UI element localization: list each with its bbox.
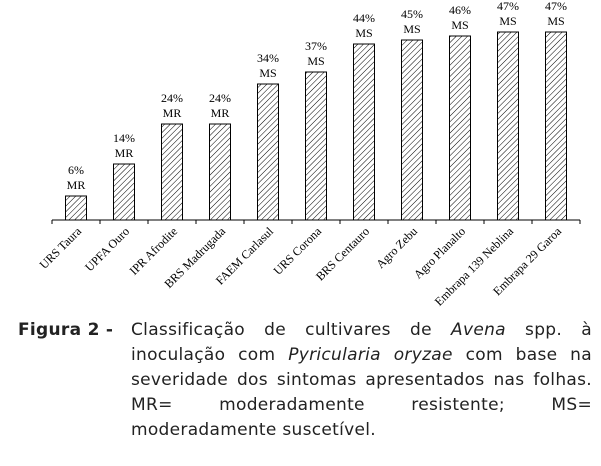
caption-text: Pyricularia oryzae (288, 345, 453, 365)
class-label: MS (547, 14, 564, 28)
class-label: MR (211, 106, 230, 120)
value-label: 47% (545, 0, 567, 13)
bar (449, 35, 471, 221)
bar (545, 31, 567, 221)
x-tick-label: URS Taura (37, 224, 85, 272)
x-tick-label: Embrapa 139 Neblina (432, 224, 517, 309)
class-label: MR (67, 178, 86, 192)
caption-label: Figura 2 - (18, 320, 114, 340)
x-tick-label: Agro Zebu (373, 224, 420, 271)
caption-text: com base na severidade dos sintomas apre… (131, 345, 592, 440)
bar (257, 83, 279, 221)
value-label: 44% (353, 11, 375, 25)
value-label: 47% (497, 0, 519, 13)
caption: Figura 2 - Classificação de cultivares d… (18, 318, 592, 443)
value-label: 24% (209, 91, 231, 105)
class-label: MR (115, 146, 134, 160)
class-label: MS (403, 22, 420, 36)
bar (497, 31, 519, 221)
value-label: 45% (401, 7, 423, 21)
value-label: 24% (161, 91, 183, 105)
bar (113, 163, 135, 221)
caption-text: Classificação de cultivares de (131, 320, 452, 340)
value-label: 37% (305, 39, 327, 53)
bar (209, 123, 231, 221)
class-label: MS (355, 26, 372, 40)
value-label: 6% (68, 163, 84, 177)
class-label: MR (163, 106, 182, 120)
class-label: MS (259, 66, 276, 80)
x-tick-label: UPFA Ouro (82, 224, 132, 274)
class-label: MS (307, 54, 324, 68)
caption-text: Avena (451, 320, 506, 340)
value-label: 14% (113, 131, 135, 145)
value-label: 46% (449, 3, 471, 17)
bar (305, 71, 327, 221)
class-label: MS (499, 14, 516, 28)
bar (161, 123, 183, 221)
caption-text: spp. à inoculação com (131, 320, 592, 365)
bar (401, 39, 423, 221)
bar (65, 195, 87, 221)
value-label: 34% (257, 51, 279, 65)
bar (353, 43, 375, 221)
class-label: MS (451, 18, 468, 32)
